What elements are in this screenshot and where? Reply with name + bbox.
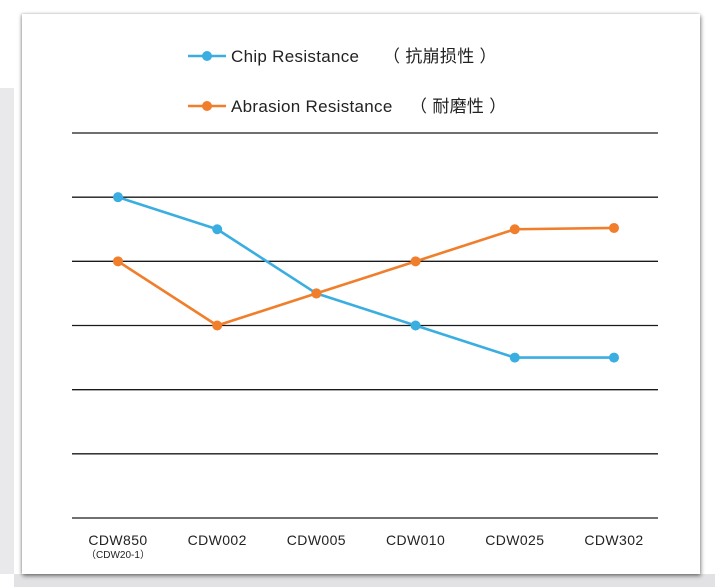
- data-point: [212, 320, 223, 331]
- x-tick-label: CDW302: [584, 532, 643, 548]
- data-point: [609, 222, 619, 233]
- data-point: [509, 352, 520, 363]
- x-tick-labels: CDW850（CDW20-1） CDW002 CDW005 CDW010 CDW025 C…: [86, 532, 643, 561]
- data-point: [113, 256, 123, 267]
- series-group: [113, 192, 619, 363]
- backdrop-bottom: [14, 574, 715, 587]
- x-tick-label: CDW850: [88, 532, 147, 548]
- legend: Chip Resistance （ 抗崩损性 ） Abrasion Resistan…: [188, 47, 507, 116]
- chart-panel: [22, 14, 700, 574]
- legend-label-cn: （ 耐磨性 ）: [410, 97, 507, 116]
- data-point: [212, 224, 223, 235]
- data-point: [311, 288, 322, 299]
- legend-swatch-marker: [202, 101, 212, 111]
- legend-swatch-marker: [202, 51, 212, 61]
- data-point: [410, 256, 421, 267]
- data-point: [609, 352, 619, 363]
- x-tick-sublabel: （CDW20-1）: [86, 549, 150, 561]
- x-tick-label: CDW005: [287, 532, 346, 548]
- x-tick-label: CDW025: [485, 532, 544, 548]
- legend-label: Abrasion Resistance: [231, 97, 393, 116]
- backdrop-left: [0, 88, 14, 574]
- gridlines: [72, 132, 658, 519]
- data-point: [509, 224, 520, 235]
- x-tick-label: CDW002: [188, 532, 247, 548]
- data-point: [410, 320, 421, 331]
- series-line-1: [117, 226, 615, 327]
- legend-label: Chip Resistance: [231, 47, 359, 66]
- series-line-0: [117, 195, 614, 359]
- legend-label-cn: （ 抗崩损性 ）: [383, 47, 497, 66]
- x-tick-label: CDW010: [386, 532, 445, 548]
- data-point: [113, 192, 123, 203]
